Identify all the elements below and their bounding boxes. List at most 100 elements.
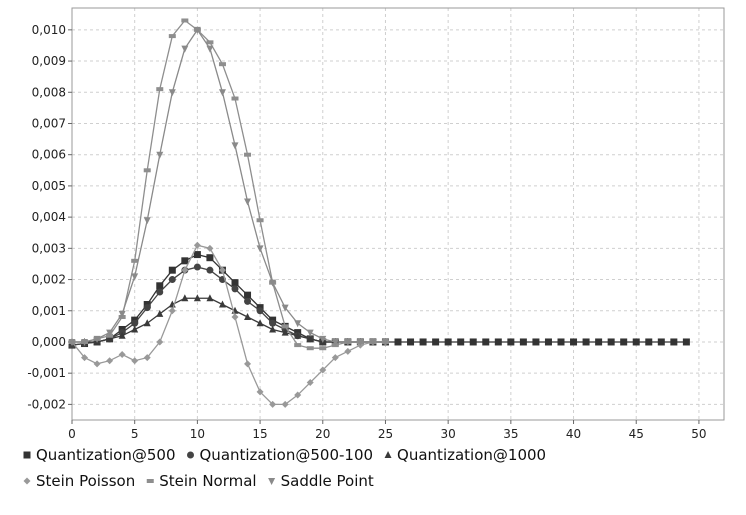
data-point — [269, 325, 277, 333]
legend-item: Quantization@500 — [23, 446, 176, 464]
legend-symbol — [146, 479, 154, 483]
data-point — [193, 241, 201, 249]
data-point — [93, 335, 101, 343]
series-saddle-point — [68, 26, 389, 346]
data-point — [68, 338, 76, 346]
data-point — [181, 257, 189, 265]
data-point — [193, 263, 201, 271]
data-point — [269, 279, 277, 287]
data-point — [381, 338, 389, 346]
data-point — [344, 338, 352, 346]
data-point — [244, 291, 252, 299]
y-tick-label: 0,006 — [32, 148, 66, 162]
data-point — [632, 338, 640, 346]
data-point — [156, 288, 164, 296]
data-point — [269, 400, 277, 408]
legend-symbol — [187, 451, 194, 459]
data-point — [118, 331, 126, 339]
data-point — [620, 338, 628, 346]
data-point — [557, 338, 565, 346]
y-tick-label: 0,004 — [32, 210, 66, 224]
data-point — [670, 338, 678, 346]
data-point — [544, 338, 552, 346]
data-point — [143, 168, 151, 173]
data-point — [156, 309, 164, 317]
data-point — [168, 276, 176, 284]
data-point — [482, 338, 490, 346]
data-point — [432, 338, 440, 346]
plot-area — [71, 7, 725, 421]
y-tick-label: 0,005 — [32, 179, 66, 193]
x-tick-label: 20 — [315, 427, 330, 441]
data-point — [106, 329, 114, 337]
legend-label: Stein Normal — [159, 472, 256, 490]
series-line — [72, 19, 386, 349]
data-point — [143, 319, 151, 327]
data-point — [281, 400, 289, 408]
data-point — [294, 320, 302, 328]
data-point — [156, 151, 164, 159]
data-point — [256, 307, 264, 315]
data-point — [244, 297, 252, 305]
legend-label: Saddle Point — [281, 472, 374, 490]
series-stein-normal — [68, 18, 389, 351]
x-tick-label: 35 — [503, 427, 518, 441]
x-tick-label: 45 — [629, 427, 644, 441]
data-point — [244, 152, 252, 157]
data-point — [281, 324, 289, 329]
legend-symbol — [268, 478, 276, 485]
grid-lines — [71, 8, 724, 420]
y-tick-label: 0,010 — [32, 23, 66, 37]
y-tick-label: 0,001 — [32, 304, 66, 318]
data-point — [682, 338, 690, 346]
data-point — [294, 391, 302, 399]
data-point — [294, 343, 302, 348]
data-point — [168, 34, 176, 39]
legend-symbol — [23, 451, 31, 459]
data-point — [231, 96, 239, 101]
data-point — [256, 319, 264, 327]
legend-label: Quantization@1000 — [397, 446, 546, 464]
data-point — [244, 360, 252, 368]
legend-item: Stein Poisson — [23, 472, 135, 490]
data-point — [394, 338, 402, 346]
data-point — [281, 328, 289, 336]
data-point — [319, 366, 327, 374]
data-point — [356, 338, 364, 346]
legend-item: Quantization@1000 — [384, 446, 546, 464]
data-point — [181, 294, 189, 302]
data-point — [206, 266, 214, 274]
data-point — [206, 254, 214, 262]
data-point — [218, 300, 226, 308]
data-point — [256, 388, 264, 396]
y-tick-label: 0,003 — [32, 241, 66, 255]
data-point — [168, 266, 176, 274]
data-point — [419, 338, 427, 346]
data-point — [607, 338, 615, 346]
legend-label: Quantization@500 — [36, 446, 176, 464]
x-tick-label: 50 — [691, 427, 706, 441]
data-point — [193, 294, 201, 302]
data-point — [193, 26, 201, 34]
y-tick-label: -0,002 — [27, 397, 66, 411]
data-point — [93, 360, 101, 368]
data-point — [281, 304, 289, 312]
data-point — [306, 379, 314, 387]
data-point — [256, 218, 264, 223]
data-point — [206, 40, 214, 45]
data-point — [457, 338, 465, 346]
data-point — [519, 338, 527, 346]
data-point — [181, 45, 189, 53]
x-tick-label: 40 — [566, 427, 581, 441]
data-point — [168, 307, 176, 315]
x-tick-label: 25 — [378, 427, 393, 441]
data-point — [231, 142, 239, 150]
data-point — [269, 319, 277, 327]
data-point — [595, 338, 603, 346]
data-point — [645, 338, 653, 346]
x-tick-label: 10 — [190, 427, 205, 441]
data-point — [306, 346, 314, 351]
data-point — [570, 338, 578, 346]
legend-label: Quantization@500-100 — [200, 446, 374, 464]
series-line — [71, 244, 386, 406]
